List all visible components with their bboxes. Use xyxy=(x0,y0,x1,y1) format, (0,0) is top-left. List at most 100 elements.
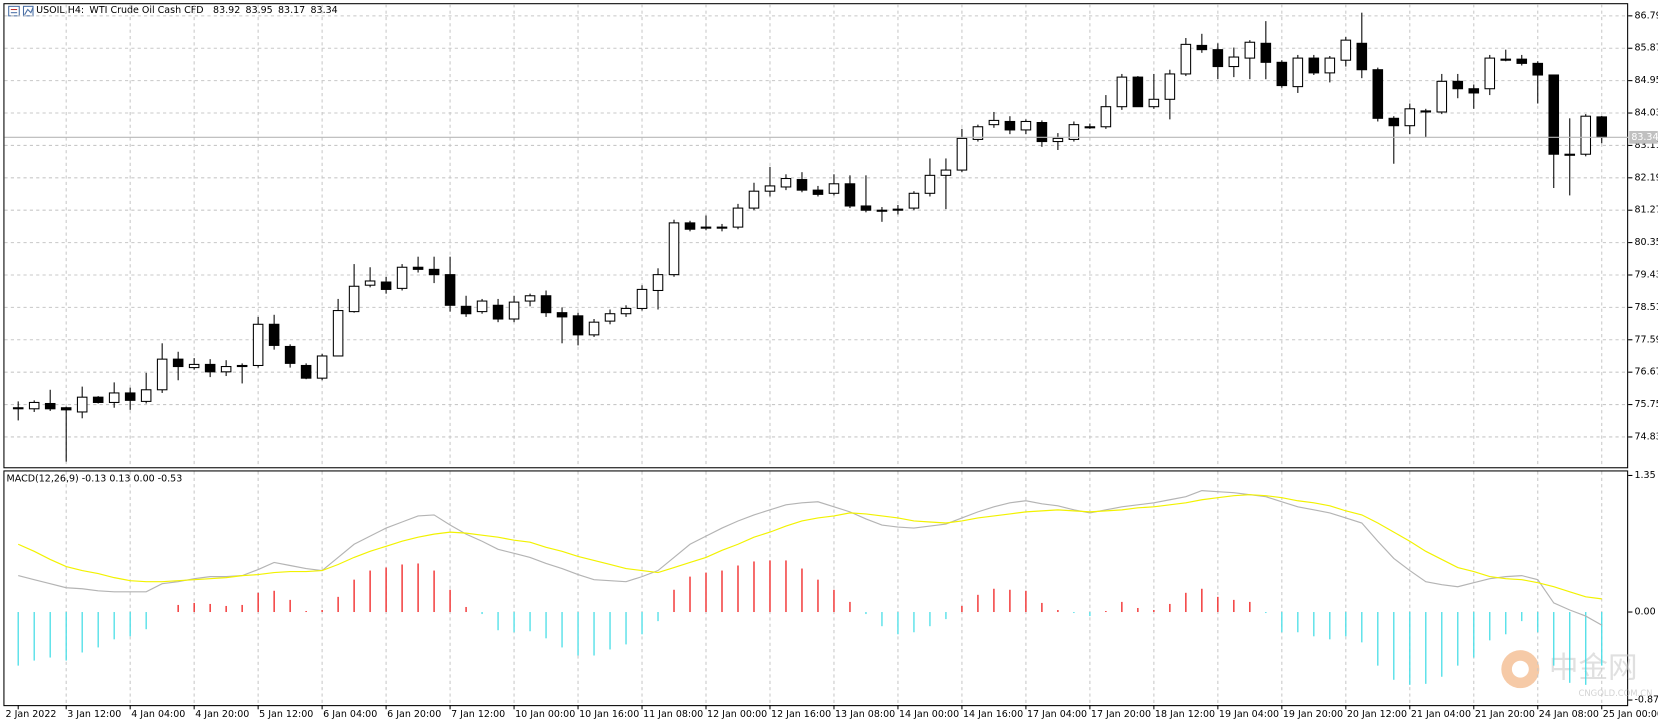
candle-body xyxy=(652,274,664,292)
x-tick-label: 21 Jan 20:00 xyxy=(1475,709,1535,720)
watermark-logo xyxy=(1511,660,1529,678)
y-tick-label: 0.00 xyxy=(1635,607,1656,618)
candle-body xyxy=(524,295,536,302)
price-label: 83.34 xyxy=(1631,132,1658,143)
signal-line xyxy=(17,494,1602,600)
candle-body xyxy=(572,315,584,336)
y-tick-label: 76.67 xyxy=(1635,367,1658,378)
x-tick-label: 3 Jan 12:00 xyxy=(67,709,121,720)
candle-body xyxy=(1116,76,1128,108)
candle-body xyxy=(844,183,856,207)
macd-panel xyxy=(3,470,1629,707)
x-tick-label: 18 Jan 12:00 xyxy=(1155,709,1215,720)
candle-body xyxy=(924,174,936,194)
candle-body xyxy=(124,392,136,401)
y-tick-label: 79.43 xyxy=(1635,269,1658,280)
candle-body xyxy=(1532,62,1544,76)
candle-body xyxy=(188,363,200,369)
candle-body xyxy=(1484,57,1496,90)
candle-body xyxy=(764,185,776,192)
y-tick-label: -0.87 xyxy=(1635,695,1658,706)
candle-body xyxy=(140,389,152,402)
y-tick-label: 85.87 xyxy=(1635,43,1658,54)
x-tick-label: 5 Jan 12:00 xyxy=(259,709,313,720)
candle-body xyxy=(812,189,824,195)
y-tick-label: 83.11 xyxy=(1635,140,1658,151)
y-tick-label: 1.35 xyxy=(1635,470,1656,481)
description: WTI Crude Oil Cash CFD xyxy=(89,5,203,16)
candle-body xyxy=(1228,56,1240,68)
candle-body xyxy=(1164,73,1176,100)
candle-body xyxy=(1388,117,1400,127)
candle-body xyxy=(44,402,56,410)
main-line xyxy=(18,490,1603,626)
candle-body xyxy=(1100,106,1112,128)
candle-body xyxy=(1372,69,1384,119)
x-tick-label: 19 Jan 04:00 xyxy=(1219,709,1279,720)
candle-body xyxy=(268,323,280,346)
candle-body xyxy=(220,366,232,373)
candle-body xyxy=(28,401,40,410)
y-tick-label: 80.35 xyxy=(1635,237,1658,248)
candle-body xyxy=(540,295,552,314)
candle-body xyxy=(1212,49,1224,68)
y-tick-label: 74.83 xyxy=(1635,431,1658,442)
candle-body xyxy=(668,222,680,276)
candle-body xyxy=(412,266,424,270)
candle-body xyxy=(1180,43,1192,75)
x-tick-label: 20 Jan 12:00 xyxy=(1347,709,1407,720)
ohlc-open: 83.92 xyxy=(213,5,240,16)
x-tick-label: 21 Jan 04:00 xyxy=(1411,709,1471,720)
candle-body xyxy=(396,266,408,289)
candle-body xyxy=(860,205,872,211)
y-tick-label: 81.27 xyxy=(1635,205,1658,216)
candle-body xyxy=(1004,120,1016,131)
x-tick-label: 6 Jan 20:00 xyxy=(387,709,441,720)
watermark-site: CNGOLD.COM.CN xyxy=(1578,688,1652,698)
candle-body xyxy=(348,285,360,313)
toolbar-icons xyxy=(8,5,34,17)
candle-body xyxy=(1148,98,1160,108)
candle-body xyxy=(748,190,760,209)
candle-body xyxy=(284,345,296,364)
candle-body xyxy=(1420,110,1432,113)
candle-body xyxy=(1356,42,1368,71)
candle-body xyxy=(684,222,696,230)
x-tick-label: 24 Jan 08:00 xyxy=(1539,709,1599,720)
candle-body xyxy=(380,281,392,290)
macd-label: MACD(12,26,9) -0.13 0.13 0.00 -0.53 xyxy=(7,473,183,484)
candle-body xyxy=(1468,88,1480,94)
price-label-box xyxy=(1629,130,1658,144)
x-tick-label: 12 Jan 16:00 xyxy=(771,709,831,720)
candle-body xyxy=(1196,44,1208,51)
candle-body xyxy=(892,208,904,211)
candle-body xyxy=(1516,58,1528,64)
x-tick-label: 6 Jan 04:00 xyxy=(323,709,377,720)
candle-body xyxy=(1036,122,1048,143)
candle-body xyxy=(700,226,712,229)
icon xyxy=(8,5,20,17)
candle-body xyxy=(1308,57,1320,74)
candle-body xyxy=(236,364,248,368)
y-tick-label: 82.19 xyxy=(1635,172,1658,183)
y-tick-label: 84.03 xyxy=(1635,108,1658,119)
x-tick-label: 14 Jan 16:00 xyxy=(963,709,1023,720)
candle-body xyxy=(444,274,456,306)
candle-body xyxy=(332,310,344,357)
candle-body xyxy=(1340,39,1352,61)
candle-body xyxy=(1548,74,1560,155)
candle-body xyxy=(1068,124,1080,140)
candle-body xyxy=(716,226,728,229)
candle-body xyxy=(76,396,88,413)
watermark: 中金网 CNGOLD.COM.CN xyxy=(1501,650,1652,698)
candle-body xyxy=(476,300,488,313)
ohlc-low: 83.17 xyxy=(278,5,305,16)
candle-body xyxy=(156,358,168,391)
candle-body xyxy=(556,312,568,318)
x-tick-label: 10 Jan 16:00 xyxy=(579,709,639,720)
icon xyxy=(24,7,34,16)
x-tick-label: 2 Jan 2022 xyxy=(6,709,57,720)
